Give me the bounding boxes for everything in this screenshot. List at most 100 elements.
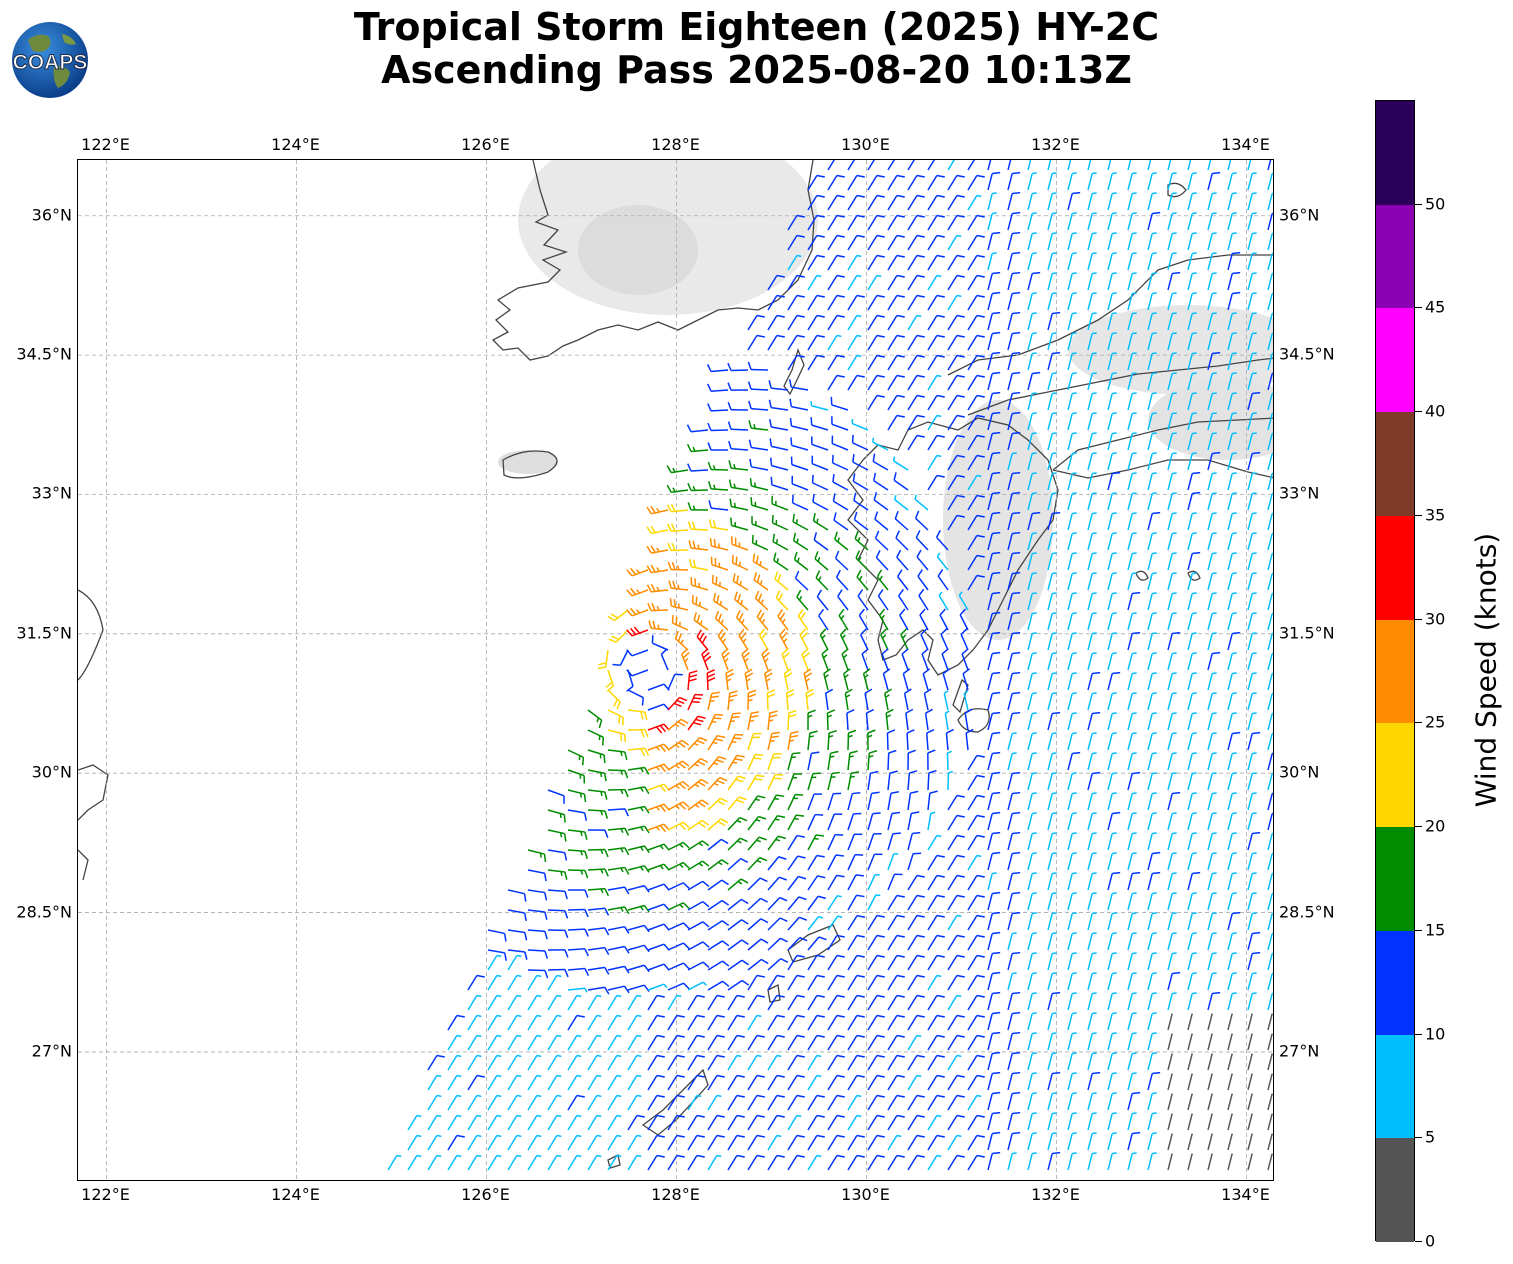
wind-barb — [947, 770, 953, 791]
wind-barb — [847, 729, 857, 751]
wind-barb — [867, 1114, 885, 1131]
wind-barb — [847, 294, 865, 311]
wind-barb — [687, 778, 709, 791]
wind-barb — [907, 1074, 922, 1091]
wind-barb — [1047, 292, 1057, 311]
wind-barb — [792, 513, 809, 531]
wind-barb — [1147, 732, 1157, 751]
wind-barb — [1107, 372, 1117, 391]
wind-barb — [1027, 692, 1037, 711]
wind-barb — [769, 457, 789, 471]
wind-barb — [1267, 672, 1273, 691]
wind-barb — [887, 194, 905, 211]
wind-barb — [626, 649, 649, 657]
wind-barb — [1247, 1113, 1253, 1131]
wind-barb — [939, 608, 949, 631]
wind-barb — [1187, 1133, 1193, 1151]
wind-barb — [987, 771, 1001, 791]
wind-barb — [1067, 312, 1077, 331]
wind-barb — [827, 915, 843, 931]
wind-barb — [860, 628, 869, 651]
wind-barb — [1167, 1073, 1173, 1091]
wind-barb — [967, 394, 985, 411]
wind-barb — [1087, 532, 1097, 551]
wind-barb — [1127, 952, 1137, 971]
wind-barb — [1267, 412, 1273, 431]
wind-barb — [1227, 512, 1237, 531]
wind-barb — [887, 354, 905, 371]
wind-barb — [807, 854, 825, 871]
wind-barb — [1107, 732, 1117, 751]
wind-barb — [846, 709, 855, 731]
wind-barb — [1027, 292, 1037, 311]
wind-barb — [1267, 312, 1273, 331]
wind-barb — [627, 805, 650, 814]
wind-barb — [669, 598, 689, 611]
wind-barb — [867, 254, 885, 271]
wind-barb — [527, 1114, 542, 1131]
wind-barb — [767, 773, 784, 791]
wind-barb — [1187, 672, 1197, 691]
wind-barb — [707, 442, 729, 451]
wind-barb — [1147, 292, 1157, 311]
wind-barb — [927, 954, 945, 971]
wind-barb — [922, 668, 931, 691]
wind-barb — [847, 1154, 865, 1171]
wind-barb — [907, 874, 925, 891]
wind-barb — [1187, 1053, 1193, 1071]
wind-barb — [1267, 712, 1273, 731]
wind-barb — [749, 478, 769, 491]
wind-barb — [749, 458, 769, 471]
wind-barb — [767, 794, 785, 811]
wind-barb — [758, 628, 769, 651]
wind-barb — [667, 801, 690, 811]
wind-barb — [1227, 1033, 1233, 1051]
wind-barb — [527, 1014, 542, 1031]
wind-barb — [927, 334, 945, 351]
wind-barb — [1007, 951, 1021, 971]
wind-barb — [727, 775, 746, 791]
wind-barb — [1027, 652, 1037, 671]
wind-barb — [987, 1051, 1001, 1071]
wind-barb — [547, 1014, 562, 1031]
wind-barb — [1167, 612, 1177, 631]
wind-barb — [807, 314, 825, 331]
wind-barb — [626, 607, 649, 617]
wind-barb — [707, 422, 729, 432]
wind-barb — [967, 274, 985, 291]
wind-barb — [1107, 692, 1117, 711]
wind-barb — [864, 688, 873, 711]
wind-barb — [887, 294, 905, 311]
wind-barb — [693, 612, 709, 631]
wind-barb — [1227, 672, 1237, 691]
wind-barb — [1187, 192, 1197, 211]
wind-barb — [714, 610, 729, 631]
lat-tick-label: 30°N — [31, 762, 72, 782]
wind-barb — [1127, 591, 1141, 611]
wind-barb — [647, 994, 665, 1011]
wind-barb — [1047, 1012, 1057, 1031]
wind-barb — [1027, 312, 1037, 331]
wind-barb — [1227, 192, 1237, 211]
wind-barb — [987, 872, 997, 891]
wind-barb — [1007, 911, 1021, 931]
wind-barb — [1107, 252, 1117, 271]
wind-barb — [907, 1034, 922, 1051]
wind-barb — [907, 1054, 925, 1071]
lat-tick-label: 33°N — [31, 483, 72, 503]
wind-barb — [1127, 492, 1137, 511]
lon-tick-label: 128°E — [651, 1185, 700, 1204]
wind-barb — [1207, 351, 1221, 371]
wind-barb — [907, 934, 925, 951]
wind-barb — [1107, 992, 1117, 1011]
wind-barb — [767, 314, 785, 331]
wind-barb — [771, 514, 789, 531]
wind-barb — [847, 214, 865, 231]
wind-barb — [987, 171, 1001, 191]
wind-barb — [687, 1114, 705, 1131]
wind-barb — [1147, 352, 1157, 371]
wind-barb — [1047, 972, 1057, 991]
wind-barb — [627, 884, 650, 893]
wind-barb — [867, 832, 882, 851]
wind-barb — [1207, 752, 1217, 771]
